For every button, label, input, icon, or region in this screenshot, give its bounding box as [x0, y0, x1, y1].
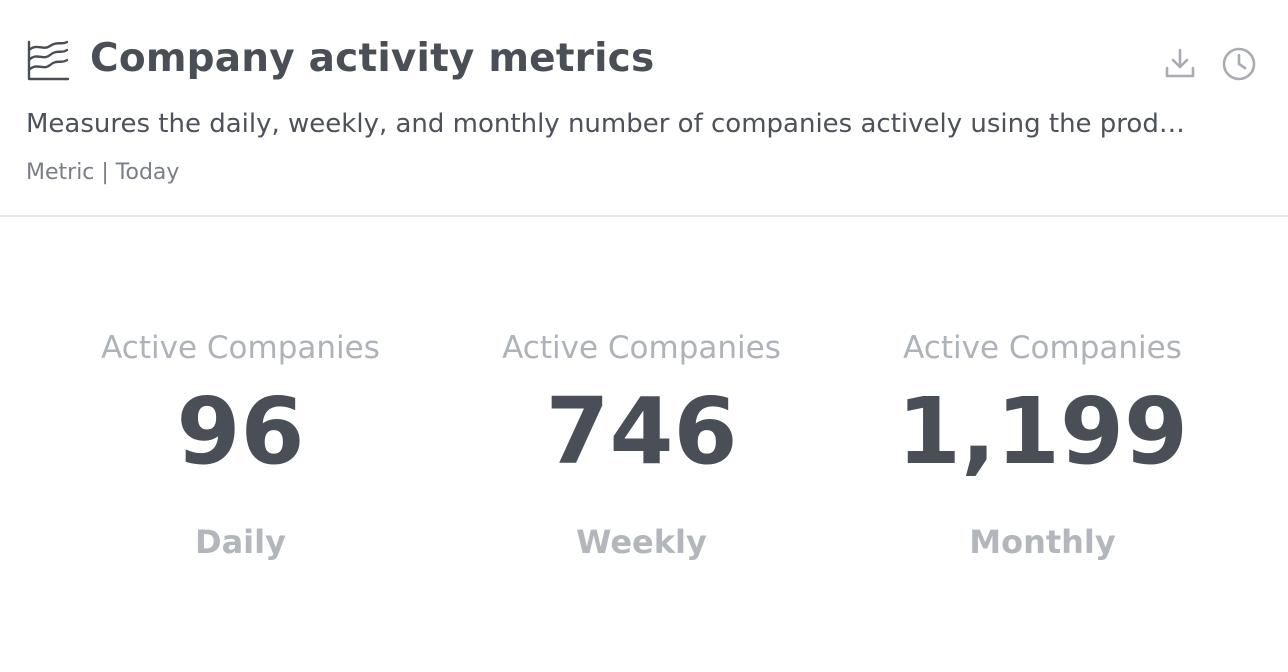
metric-weekly: Active Companies 746 Weekly [441, 218, 842, 672]
metric-value: 96 [176, 378, 305, 485]
metric-label: Active Companies [502, 330, 781, 366]
metric-monthly: Active Companies 1,199 Monthly [842, 218, 1243, 672]
metric-period: Weekly [576, 523, 707, 561]
metric-daily: Active Companies 96 Daily [40, 218, 441, 672]
card-header: Company activity metrics Measures the da… [0, 0, 1288, 217]
card-meta: Metric | Today [26, 160, 180, 185]
card-description: Measures the daily, weekly, and monthly … [26, 109, 1196, 139]
card-title: Company activity metrics [90, 36, 655, 81]
history-icon[interactable] [1221, 46, 1257, 82]
metrics-row: Active Companies 96 Daily Active Compani… [40, 218, 1243, 672]
metric-label: Active Companies [903, 330, 1182, 366]
download-icon[interactable] [1162, 46, 1198, 82]
metric-label: Active Companies [101, 330, 380, 366]
metric-value: 1,199 [896, 378, 1188, 485]
metric-value: 746 [545, 378, 738, 485]
metric-period: Monthly [969, 523, 1116, 561]
line-chart-icon [27, 40, 70, 81]
metric-period: Daily [195, 523, 286, 561]
